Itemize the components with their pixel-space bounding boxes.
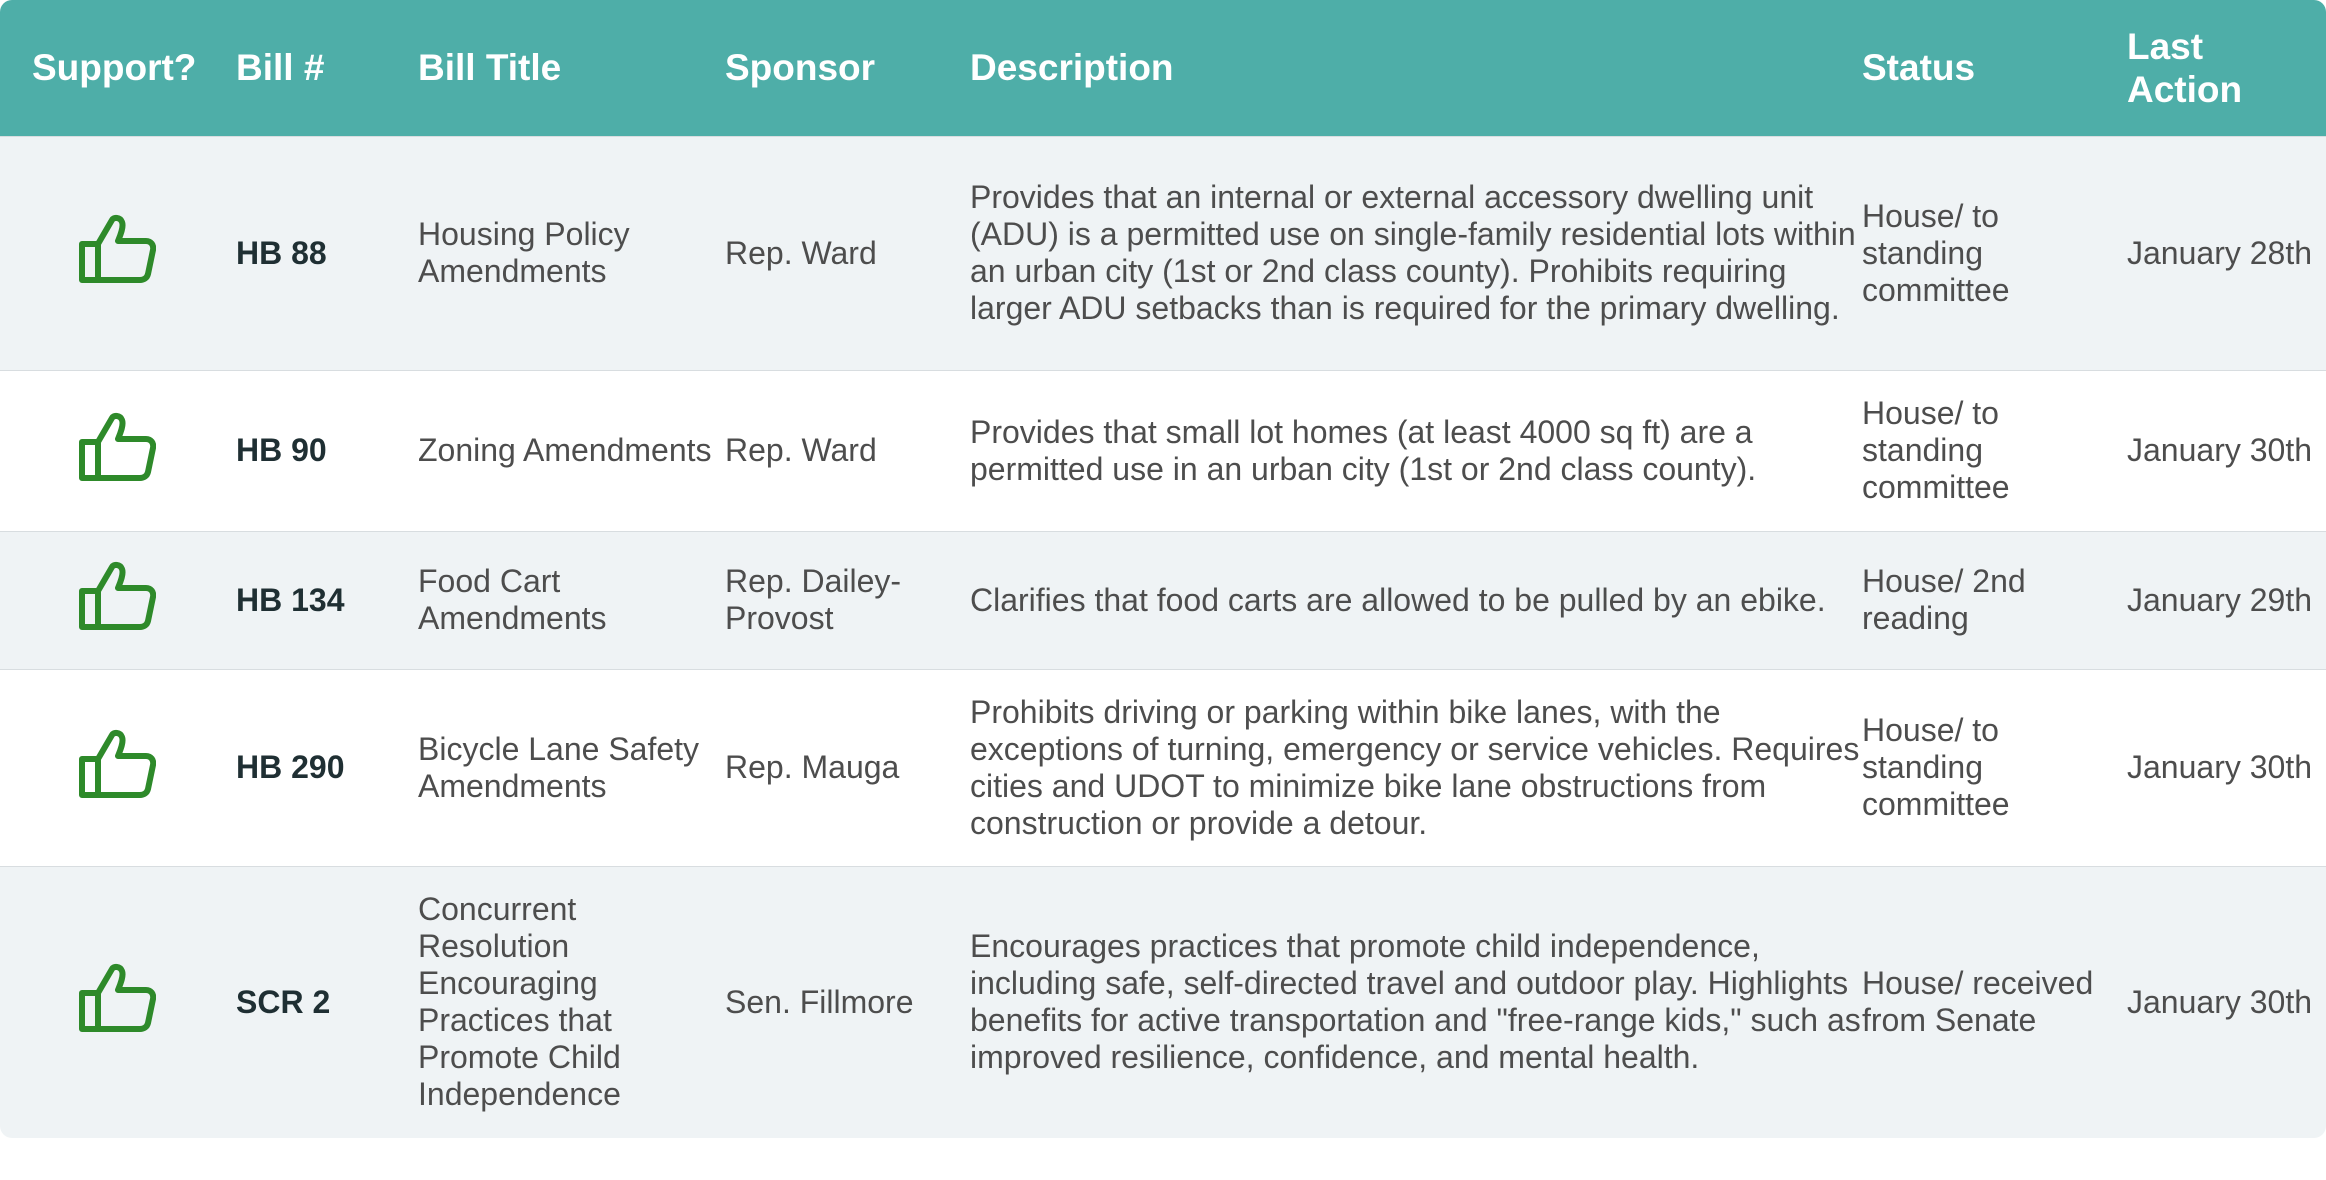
header-last-action-line1: Last: [2127, 25, 2204, 67]
table-row: SCR 2 Concurrent Resolution Encouraging …: [0, 865, 2326, 1138]
bill-sponsor: Rep. Ward: [725, 135, 970, 370]
thumbs-up-icon: [78, 214, 156, 284]
bill-description: Provides that small lot homes (at least …: [970, 369, 1862, 531]
table-body: HB 88 Housing Policy Amendments Rep. War…: [0, 135, 2326, 1138]
header-sponsor: Sponsor: [725, 47, 876, 89]
bill-last-action: January 30th: [2127, 668, 2326, 866]
bill-description: Encourages practices that promote child …: [970, 865, 1862, 1138]
support-cell: [0, 865, 236, 1138]
header-description: Description: [970, 47, 1174, 89]
bill-sponsor: Rep. Mauga: [725, 668, 970, 866]
support-cell: [0, 135, 236, 370]
bill-status: House/ to standing committee: [1862, 369, 2127, 531]
bill-sponsor: Sen. Fillmore: [725, 865, 970, 1138]
header-row: Support? Bill # Bill Title Sponsor Descr…: [0, 0, 2326, 136]
header-support: Support?: [32, 47, 197, 89]
bill-sponsor: Rep. Ward: [725, 369, 970, 531]
header-last-action: Last Action: [2127, 0, 2326, 136]
bill-number: HB 290: [236, 668, 418, 866]
bill-title: Housing Policy Amendments: [418, 135, 725, 370]
bill-last-action: January 30th: [2127, 865, 2326, 1138]
bill-last-action: January 28th: [2127, 135, 2326, 370]
bill-title: Bicycle Lane Safety Amendments: [418, 668, 725, 866]
table-header: Support? Bill # Bill Title Sponsor Descr…: [0, 0, 2326, 136]
thumbs-up-icon: [78, 963, 156, 1033]
header-status: Status: [1862, 47, 1976, 89]
thumbs-up-icon: [78, 561, 156, 631]
bill-description: Provides that an internal or external ac…: [970, 135, 1862, 370]
bill-last-action: January 30th: [2127, 369, 2326, 531]
bill-status: House/ 2nd reading: [1862, 530, 2127, 669]
bill-description: Clarifies that food carts are allowed to…: [970, 530, 1862, 669]
support-cell: [0, 369, 236, 531]
thumbs-up-icon: [78, 729, 156, 799]
bill-description: Prohibits driving or parking within bike…: [970, 668, 1862, 866]
support-cell: [0, 668, 236, 866]
thumbs-up-icon: [78, 412, 156, 482]
bill-status: House/ received from Senate: [1862, 865, 2127, 1138]
support-cell: [0, 530, 236, 669]
bill-status: House/ to standing committee: [1862, 668, 2127, 866]
bill-number: SCR 2: [236, 865, 418, 1138]
bill-title: Concurrent Resolution Encouraging Practi…: [418, 865, 725, 1138]
table-row: HB 290 Bicycle Lane Safety Amendments Re…: [0, 668, 2326, 866]
header-bill-title: Bill Title: [418, 47, 562, 89]
bill-title: Food Cart Amendments: [418, 530, 725, 669]
header-bill-number: Bill #: [236, 47, 325, 89]
header-last-action-line2: Action: [2127, 68, 2243, 110]
table-row: HB 90 Zoning Amendments Rep. Ward Provid…: [0, 369, 2326, 531]
bill-last-action: January 29th: [2127, 530, 2326, 669]
table-row: HB 88 Housing Policy Amendments Rep. War…: [0, 135, 2326, 370]
bill-number: HB 90: [236, 369, 418, 531]
table-row: HB 134 Food Cart Amendments Rep. Dailey-…: [0, 530, 2326, 669]
bill-sponsor: Rep. Dailey-Provost: [725, 530, 970, 669]
bill-status: House/ to standing committee: [1862, 135, 2127, 370]
bill-number: HB 88: [236, 135, 418, 370]
bills-table: Support? Bill # Bill Title Sponsor Descr…: [0, 0, 2326, 1138]
bill-title: Zoning Amendments: [418, 369, 725, 531]
bill-number: HB 134: [236, 530, 418, 669]
